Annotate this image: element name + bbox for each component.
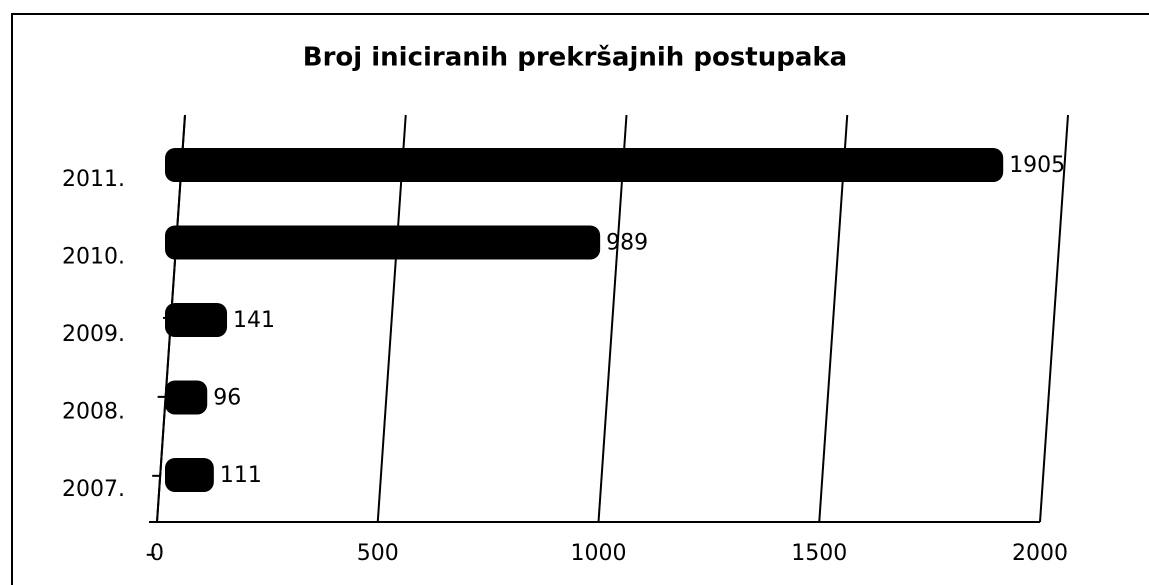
grid-line — [376, 114, 407, 523]
bar — [165, 303, 228, 337]
y-tick-label: 2010. — [62, 245, 125, 270]
grid-line — [1039, 114, 1069, 523]
data-label: 111 — [220, 463, 262, 488]
y-tick-label: 2008. — [62, 400, 125, 425]
grid-line — [818, 114, 849, 523]
bar — [165, 458, 214, 492]
x-tick-label: 0 — [150, 541, 164, 566]
frame — [11, 13, 1149, 585]
y-tick-label: 2007. — [62, 477, 125, 502]
data-label: 96 — [213, 386, 241, 411]
data-label: 989 — [606, 231, 648, 256]
data-label: 1905 — [1009, 153, 1065, 178]
y-tick-label: 2011. — [62, 167, 125, 192]
y-tick-label: 2009. — [62, 322, 125, 347]
chart-title: Broj iniciranih prekršajnih postupaka — [303, 43, 847, 73]
x-tick-label: 1500 — [791, 541, 847, 566]
x-tick-label: 1000 — [571, 541, 627, 566]
x-tick-label: 500 — [357, 541, 399, 566]
bar — [165, 380, 208, 415]
x-tick-label: 2000 — [1012, 541, 1068, 566]
bar — [165, 148, 1004, 182]
grid-line — [597, 114, 628, 523]
data-label: 141 — [233, 308, 275, 333]
bar — [165, 225, 601, 260]
